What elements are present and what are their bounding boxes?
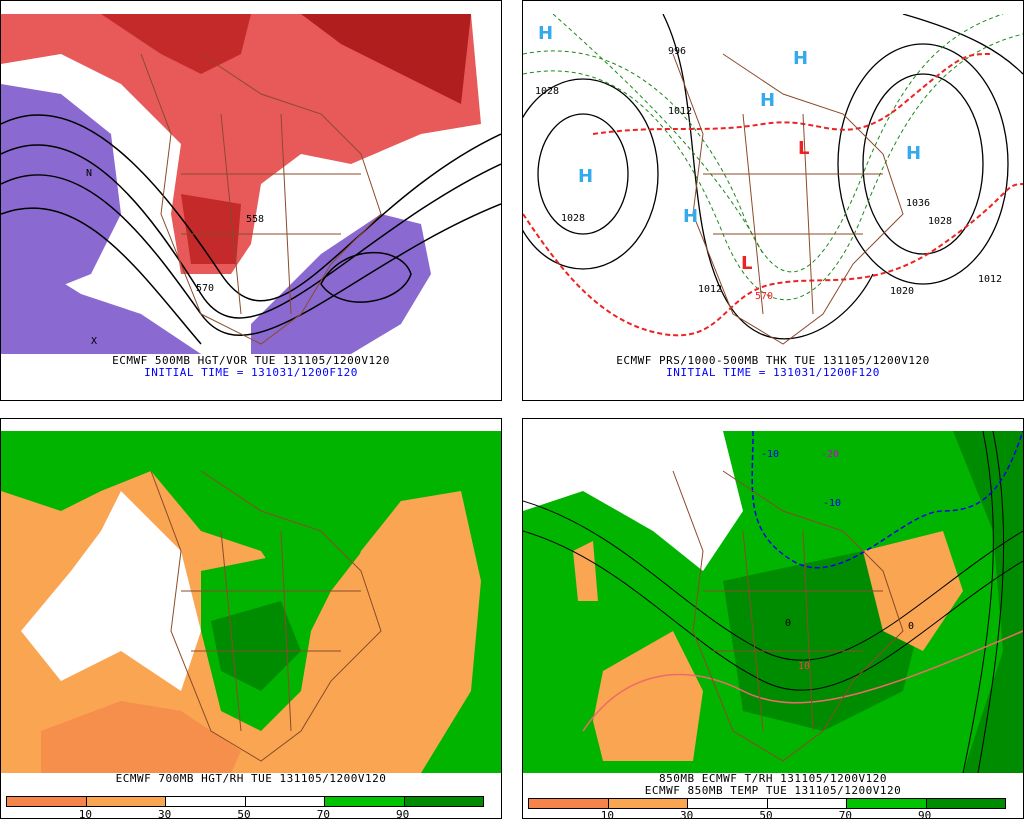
panel-850mb-temp-rh: -10 -20 -10 0 10 0 850MB ECMWF T/RH 1311… <box>522 418 1024 822</box>
high-pressure-marker: H <box>793 48 808 69</box>
contour-label: 0 <box>785 618 791 629</box>
legend-tick: 70 <box>838 809 852 822</box>
map-caption: ECMWF PRS/1000-500MB THK TUE 131105/1200… <box>616 354 930 367</box>
vorticity-map: 558 570 N X <box>1 14 501 354</box>
contour-label: 570 <box>755 291 773 302</box>
relative-humidity-map <box>1 431 501 773</box>
panel-500mb-vorticity: 558 570 N X ECMWF 500MB HGT/VOR TUE 1311… <box>0 0 502 401</box>
high-pressure-marker: H <box>760 90 775 111</box>
legend-ticks: 10 30 50 70 90 <box>6 808 482 821</box>
legend-tick: 30 <box>158 808 172 821</box>
contour-label: 1012 <box>698 284 722 295</box>
contour-label: 1028 <box>561 213 585 224</box>
map-caption: ECMWF 500MB HGT/VOR TUE 131105/1200V120 <box>112 354 390 367</box>
map-caption: ECMWF 700MB HGT/RH TUE 131105/1200V120 <box>115 772 387 785</box>
contour-label: X <box>91 336 97 347</box>
legend-tick: 70 <box>316 808 330 821</box>
contour-label: 1036 <box>906 198 930 209</box>
initial-time: INITIAL TIME = 131031/1200F120 <box>144 366 358 379</box>
contour-label: 1012 <box>978 274 1002 285</box>
legend-tick: 10 <box>78 808 92 821</box>
legend-tick: 30 <box>680 809 694 822</box>
contour-label: -10 <box>823 498 841 509</box>
legend-tick: 90 <box>918 809 932 822</box>
contour-label: 0 <box>908 621 914 632</box>
low-pressure-marker: L <box>798 138 809 159</box>
map-caption-secondary: ECMWF 850MB TEMP TUE 131105/1200V120 <box>644 784 902 797</box>
initial-time: INITIAL TIME = 131031/1200F120 <box>666 366 880 379</box>
low-pressure-marker: L <box>741 253 752 274</box>
contour-label: 996 <box>668 46 686 57</box>
legend-tick: 10 <box>600 809 614 822</box>
contour-label: 558 <box>246 214 264 225</box>
high-pressure-marker: H <box>906 143 921 164</box>
pressure-map: H H H H H H L L 1028 1028 1012 1012 1036… <box>523 14 1023 354</box>
legend-ticks: 10 30 50 70 90 <box>528 809 1004 822</box>
high-pressure-marker: H <box>578 166 593 187</box>
panel-surface-pressure-thickness: H H H H H H L L 1028 1028 1012 1012 1036… <box>522 0 1024 401</box>
rh-color-legend <box>528 798 1006 809</box>
temperature-rh-map: -10 -20 -10 0 10 0 <box>523 431 1023 773</box>
contour-label: 1028 <box>928 216 952 227</box>
contour-label: 1028 <box>535 86 559 97</box>
contour-label: 10 <box>798 661 810 672</box>
contour-label: -20 <box>821 449 839 460</box>
contour-label: N <box>86 168 92 179</box>
contour-label: 1020 <box>890 286 914 297</box>
contour-label: 570 <box>196 283 214 294</box>
legend-tick: 50 <box>759 809 773 822</box>
contour-label: 1012 <box>668 106 692 117</box>
high-pressure-marker: H <box>683 206 698 227</box>
panel-700mb-rh: ECMWF 700MB HGT/RH TUE 131105/1200V120 1… <box>0 418 502 821</box>
legend-tick: 50 <box>237 808 251 821</box>
legend-tick: 90 <box>396 808 410 821</box>
map-caption: 850MB ECMWF T/RH 131105/1200V120 <box>659 772 887 785</box>
high-pressure-marker: H <box>538 23 553 44</box>
rh-color-legend <box>6 796 484 807</box>
contour-label: -10 <box>761 449 779 460</box>
